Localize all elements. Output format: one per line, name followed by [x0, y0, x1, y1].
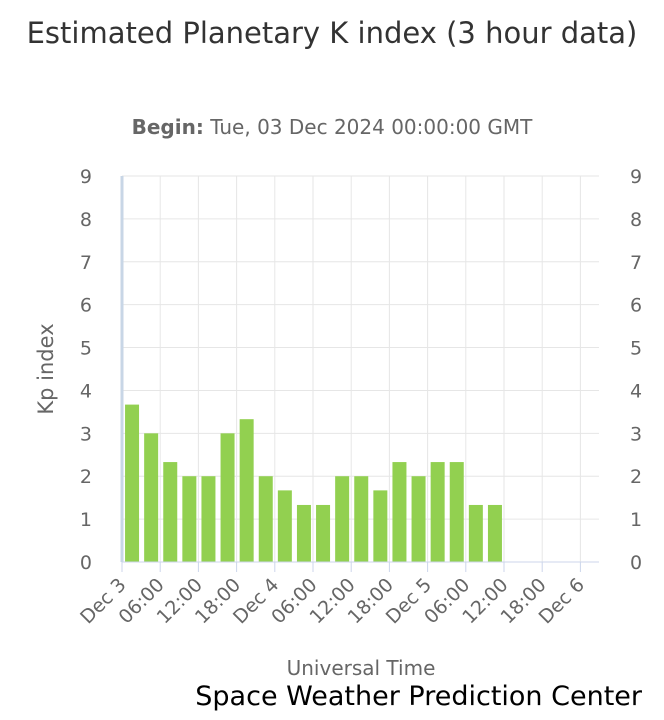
y-tick-label-left: 7	[80, 252, 92, 274]
subtitle-value: Tue, 03 Dec 2024 00:00:00 GMT	[210, 115, 533, 139]
y-tick-label-right: 3	[630, 423, 642, 445]
y-tick-label-left: 4	[80, 380, 92, 402]
kp-bar[interactable]	[296, 504, 311, 562]
y-tick-label-right: 9	[630, 166, 642, 188]
y-tick-label-right: 5	[630, 338, 642, 360]
y-tick-label-left: 6	[80, 295, 92, 317]
kp-bar[interactable]	[487, 504, 502, 562]
kp-bar[interactable]	[316, 504, 331, 562]
y-tick-label-right: 8	[630, 209, 642, 231]
kp-bar[interactable]	[277, 490, 292, 562]
chart-subtitle: Begin: Tue, 03 Dec 2024 00:00:00 GMT	[0, 115, 664, 139]
kp-bar[interactable]	[468, 504, 483, 562]
y-tick-label-right: 4	[630, 380, 642, 402]
kp-bar[interactable]	[373, 490, 388, 562]
kp-bar[interactable]	[239, 419, 254, 562]
kp-bar[interactable]	[220, 433, 235, 562]
y-tick-label-right: 6	[630, 295, 642, 317]
kp-bar[interactable]	[125, 404, 140, 562]
y-ticks-right: 0 1 2 3 4 5 6 7 8 9	[630, 166, 642, 574]
kp-bar[interactable]	[258, 476, 273, 562]
y-tick-label-left: 8	[80, 209, 92, 231]
kp-bar[interactable]	[411, 476, 426, 562]
kp-bar[interactable]	[182, 476, 197, 562]
axes	[120, 176, 599, 563]
y-tick-label-left: 5	[80, 338, 92, 360]
credit-text: Space Weather Prediction Center	[195, 681, 642, 712]
y-ticks-left: 0 1 2 3 4 5 6 7 8 9	[80, 166, 92, 574]
kp-bar[interactable]	[201, 476, 216, 562]
chart-title: Estimated Planetary K index (3 hour data…	[26, 16, 638, 50]
kp-bar[interactable]	[354, 476, 369, 562]
bars	[125, 404, 502, 562]
y-tick-label-left: 9	[80, 166, 92, 188]
x-axis-label: Universal Time	[287, 656, 436, 680]
y-axis-label: Kp index	[34, 323, 58, 414]
y-tick-label-left: 2	[80, 466, 92, 488]
y-tick-label-right: 7	[630, 252, 642, 274]
y-tick-label-left: 0	[80, 552, 92, 574]
kp-bar[interactable]	[144, 433, 159, 562]
y-tick-label-right: 0	[630, 552, 642, 574]
y-tick-label-left: 1	[80, 509, 92, 531]
y-tick-label-right: 2	[630, 466, 642, 488]
kp-bar[interactable]	[163, 462, 178, 562]
kp-bar[interactable]	[392, 462, 407, 562]
y-tick-label-right: 1	[630, 509, 642, 531]
kp-bar[interactable]	[430, 462, 445, 562]
kp-bar[interactable]	[335, 476, 350, 562]
kp-bar[interactable]	[449, 462, 464, 562]
subtitle-label: Begin:	[131, 115, 204, 139]
y-tick-label-left: 3	[80, 423, 92, 445]
